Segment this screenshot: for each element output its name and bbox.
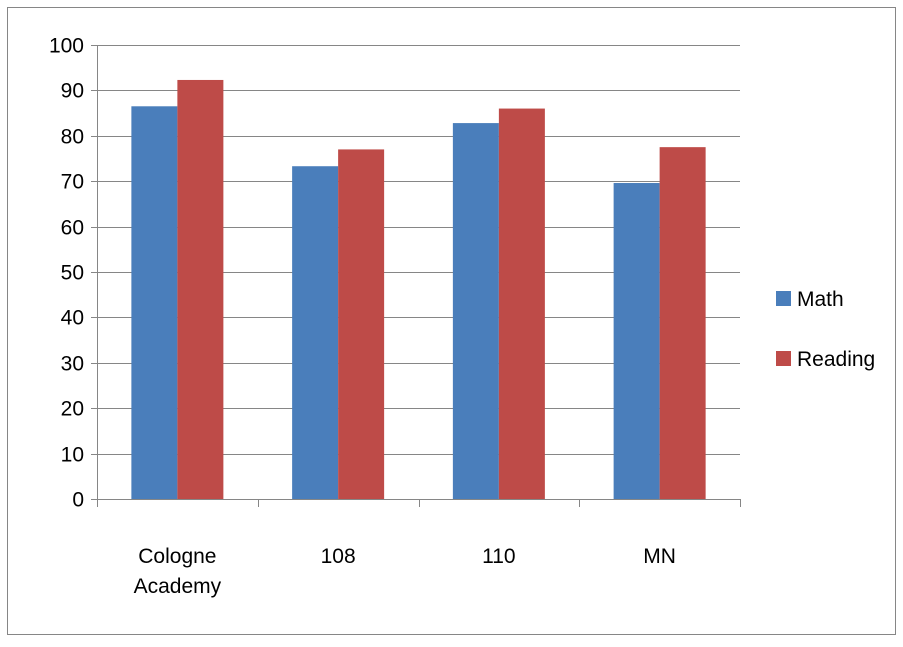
x-tick-label: 110: [482, 545, 515, 568]
y-tick-label: 100: [49, 35, 84, 58]
bar-reading-0: [177, 79, 224, 499]
x-tick-label: Academy: [134, 575, 222, 598]
bar-math-1: [292, 166, 339, 499]
y-tick-label: 90: [61, 80, 84, 103]
bar-math-0: [131, 106, 178, 499]
axes: [91, 45, 741, 507]
legend-label-reading: Reading: [797, 348, 875, 371]
bars: [131, 79, 706, 500]
y-tick-label: 50: [61, 262, 84, 285]
legend-swatch-math: [776, 291, 791, 306]
bar-reading-3: [659, 147, 706, 499]
x-tick-label: 108: [321, 545, 356, 568]
bar-math-2: [452, 123, 499, 499]
bar-math-3: [613, 183, 660, 500]
legend-swatch-reading: [776, 351, 791, 366]
y-tick-label: 30: [61, 353, 84, 376]
y-tick-label: 80: [61, 126, 84, 149]
bar-reading-2: [498, 108, 545, 499]
y-tick-label: 0: [72, 489, 84, 512]
legend-label-math: Math: [797, 288, 844, 311]
y-tick-label: 70: [61, 171, 84, 194]
y-tick-labels: 0 10 20 30 40 50 60 70 80 90 100: [49, 35, 84, 512]
y-tick-label: 60: [61, 217, 84, 240]
y-tick-label: 40: [61, 307, 84, 330]
legend: Math Reading: [776, 288, 875, 371]
y-tick-label: 10: [61, 444, 84, 467]
x-tick-labels: Cologne Academy 108 110 MN: [134, 545, 676, 598]
x-tick-label: Cologne: [138, 545, 216, 568]
bar-reading-1: [338, 149, 385, 500]
x-tick-label: MN: [643, 545, 676, 568]
y-tick-label: 20: [61, 398, 84, 421]
